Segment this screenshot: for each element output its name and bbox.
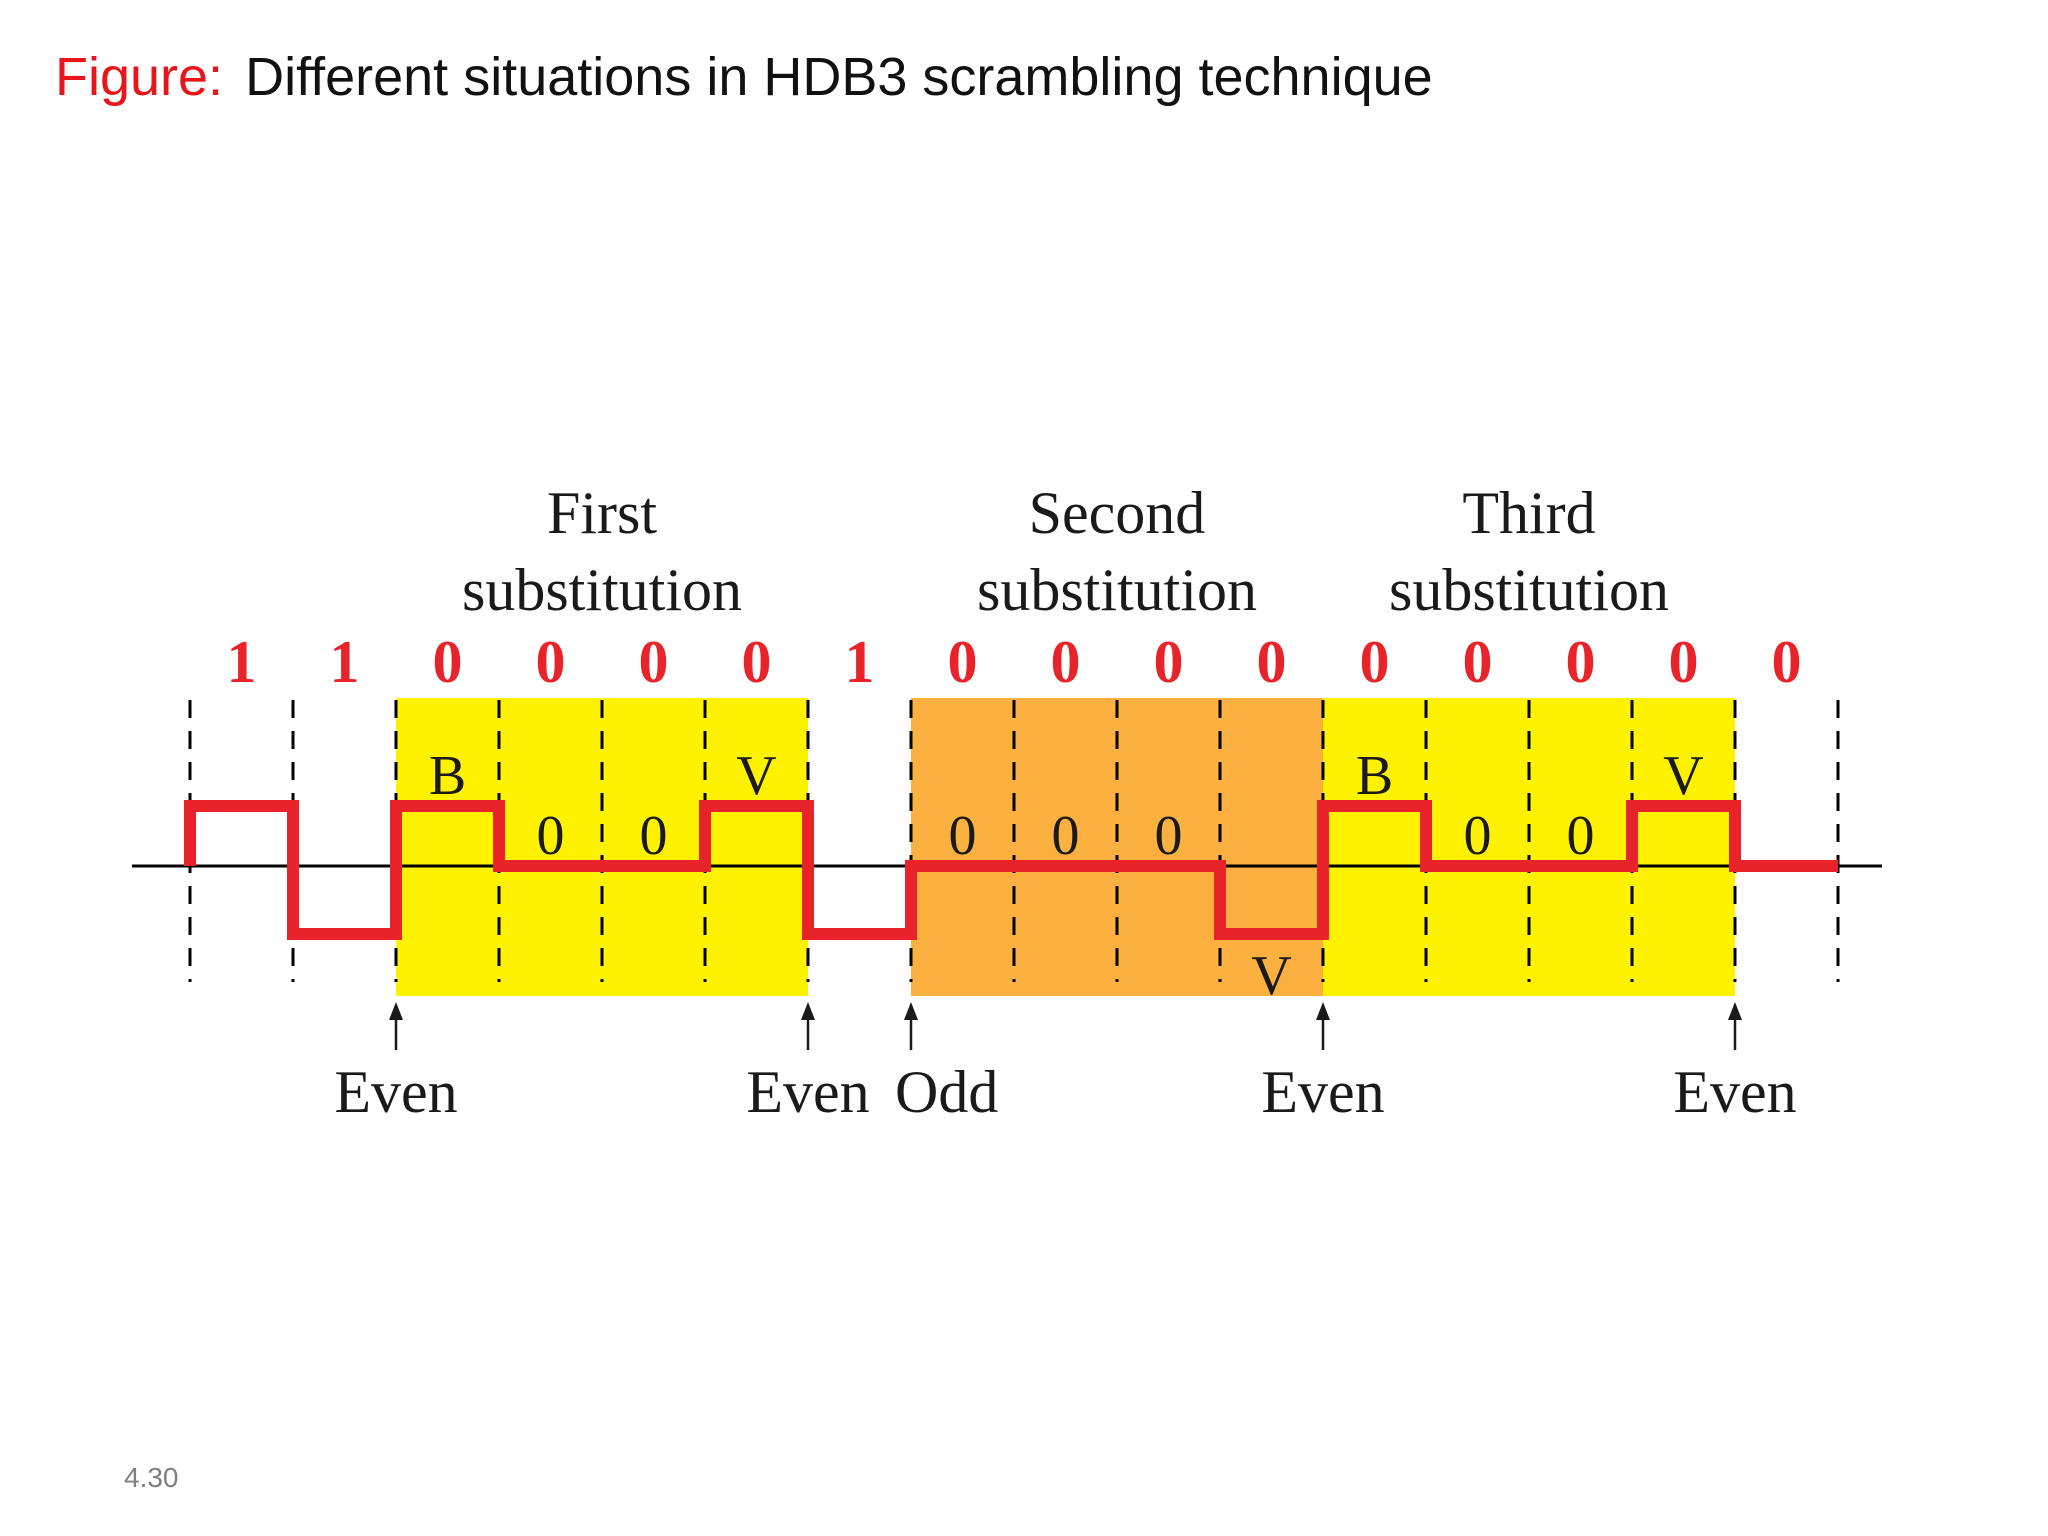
parity-arrow-icon <box>904 1002 918 1020</box>
data-bit: 0 <box>1154 629 1184 695</box>
title-text: Different situations in HDB3 scrambling … <box>245 47 1433 107</box>
substitution-label-line2: substitution <box>977 557 1257 623</box>
parity-label: Odd <box>895 1059 998 1125</box>
data-bit: 0 <box>1566 629 1596 695</box>
signal-label: 0 <box>1464 805 1492 867</box>
data-bit: 0 <box>1772 629 1802 695</box>
signal-label: V <box>736 745 776 807</box>
data-bit: 0 <box>433 629 463 695</box>
signal-labels: B 0 0 V 0 0 0 V B 0 0 V <box>429 745 1704 1007</box>
signal-label: 0 <box>1052 805 1080 867</box>
parity-arrow-icon <box>801 1002 815 1020</box>
data-bit: 0 <box>948 629 978 695</box>
data-bit: 1 <box>845 629 875 695</box>
slide-number: 4.30 <box>124 1462 179 1493</box>
parity-arrow-icon <box>1728 1002 1742 1020</box>
parity-label: Even <box>1261 1059 1384 1125</box>
substitution-label-line1: First <box>547 480 657 546</box>
data-bit: 0 <box>1463 629 1493 695</box>
signal-label: 0 <box>537 805 565 867</box>
signal-label: V <box>1251 945 1291 1007</box>
data-bit: 0 <box>536 629 566 695</box>
substitution-label-line1: Second <box>1029 480 1206 546</box>
substitution-labels: First substitution Second substitution Third… <box>462 480 1669 623</box>
data-bit: 1 <box>227 629 257 695</box>
data-bit: 0 <box>742 629 772 695</box>
parity-label: Even <box>746 1059 869 1125</box>
signal-label: 0 <box>640 805 668 867</box>
parity-arrow-icon <box>389 1002 403 1020</box>
signal-label: B <box>429 745 466 807</box>
data-bit: 0 <box>1669 629 1699 695</box>
signal-label: 0 <box>949 805 977 867</box>
data-bits: 1 1 0 0 0 0 1 0 0 0 0 0 0 0 0 0 <box>227 629 1802 695</box>
parity-label: Even <box>334 1059 457 1125</box>
title-lead: Figure: <box>55 47 224 107</box>
signal-label: B <box>1356 745 1393 807</box>
data-bit: 1 <box>330 629 360 695</box>
substitution-label-line1: Third <box>1462 480 1595 546</box>
data-bit: 0 <box>1257 629 1287 695</box>
signal-label: V <box>1663 745 1703 807</box>
parity-label: Even <box>1673 1059 1796 1125</box>
substitution-label-line2: substitution <box>1389 557 1669 623</box>
data-bit: 0 <box>1360 629 1390 695</box>
signal-label: 0 <box>1567 805 1595 867</box>
parity-arrow-icon <box>1316 1002 1330 1020</box>
slide-title: Figure: Different situations in HDB3 scra… <box>55 42 1433 112</box>
data-bit: 0 <box>639 629 669 695</box>
substitution-label-line2: substitution <box>462 557 742 623</box>
signal-waveform <box>184 800 1838 940</box>
data-bit: 0 <box>1051 629 1081 695</box>
signal-label: 0 <box>1155 805 1183 867</box>
parity-markers: Even Even Odd Even Even <box>334 1002 1797 1125</box>
